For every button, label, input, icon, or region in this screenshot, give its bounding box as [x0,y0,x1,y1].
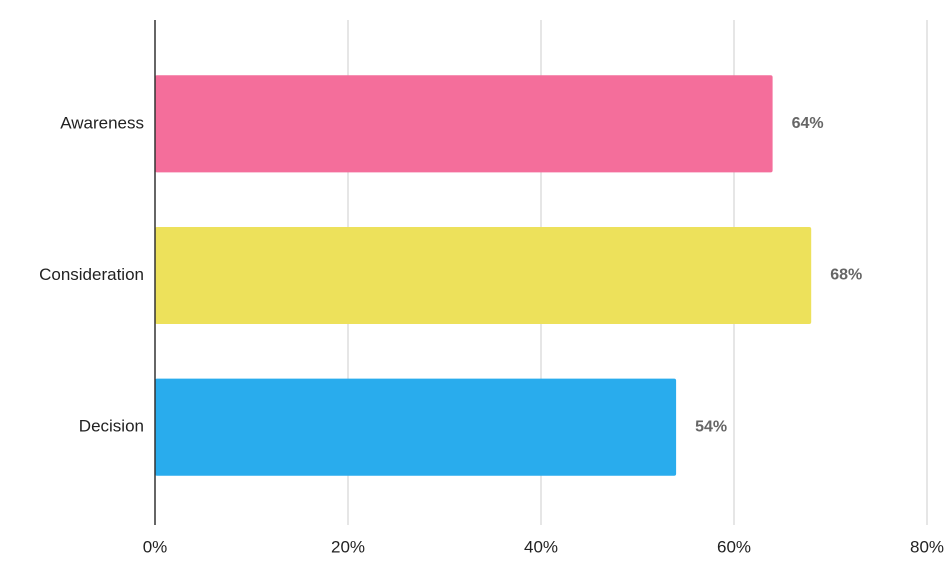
y-tick-label: Decision [79,417,144,436]
value-label: 54% [695,418,727,435]
x-tick-label: 80% [910,537,944,556]
bar [155,226,812,325]
x-tick-label: 60% [717,537,751,556]
x-tick-label: 20% [331,537,365,556]
bar [155,75,773,173]
x-tick-label: 40% [524,537,558,556]
bar [155,378,677,476]
x-tick-label: 0% [143,537,168,556]
y-tick-label: Consideration [39,265,144,284]
value-label: 68% [830,267,862,284]
value-label: 64% [792,115,824,132]
y-tick-label: Awareness [60,113,144,132]
